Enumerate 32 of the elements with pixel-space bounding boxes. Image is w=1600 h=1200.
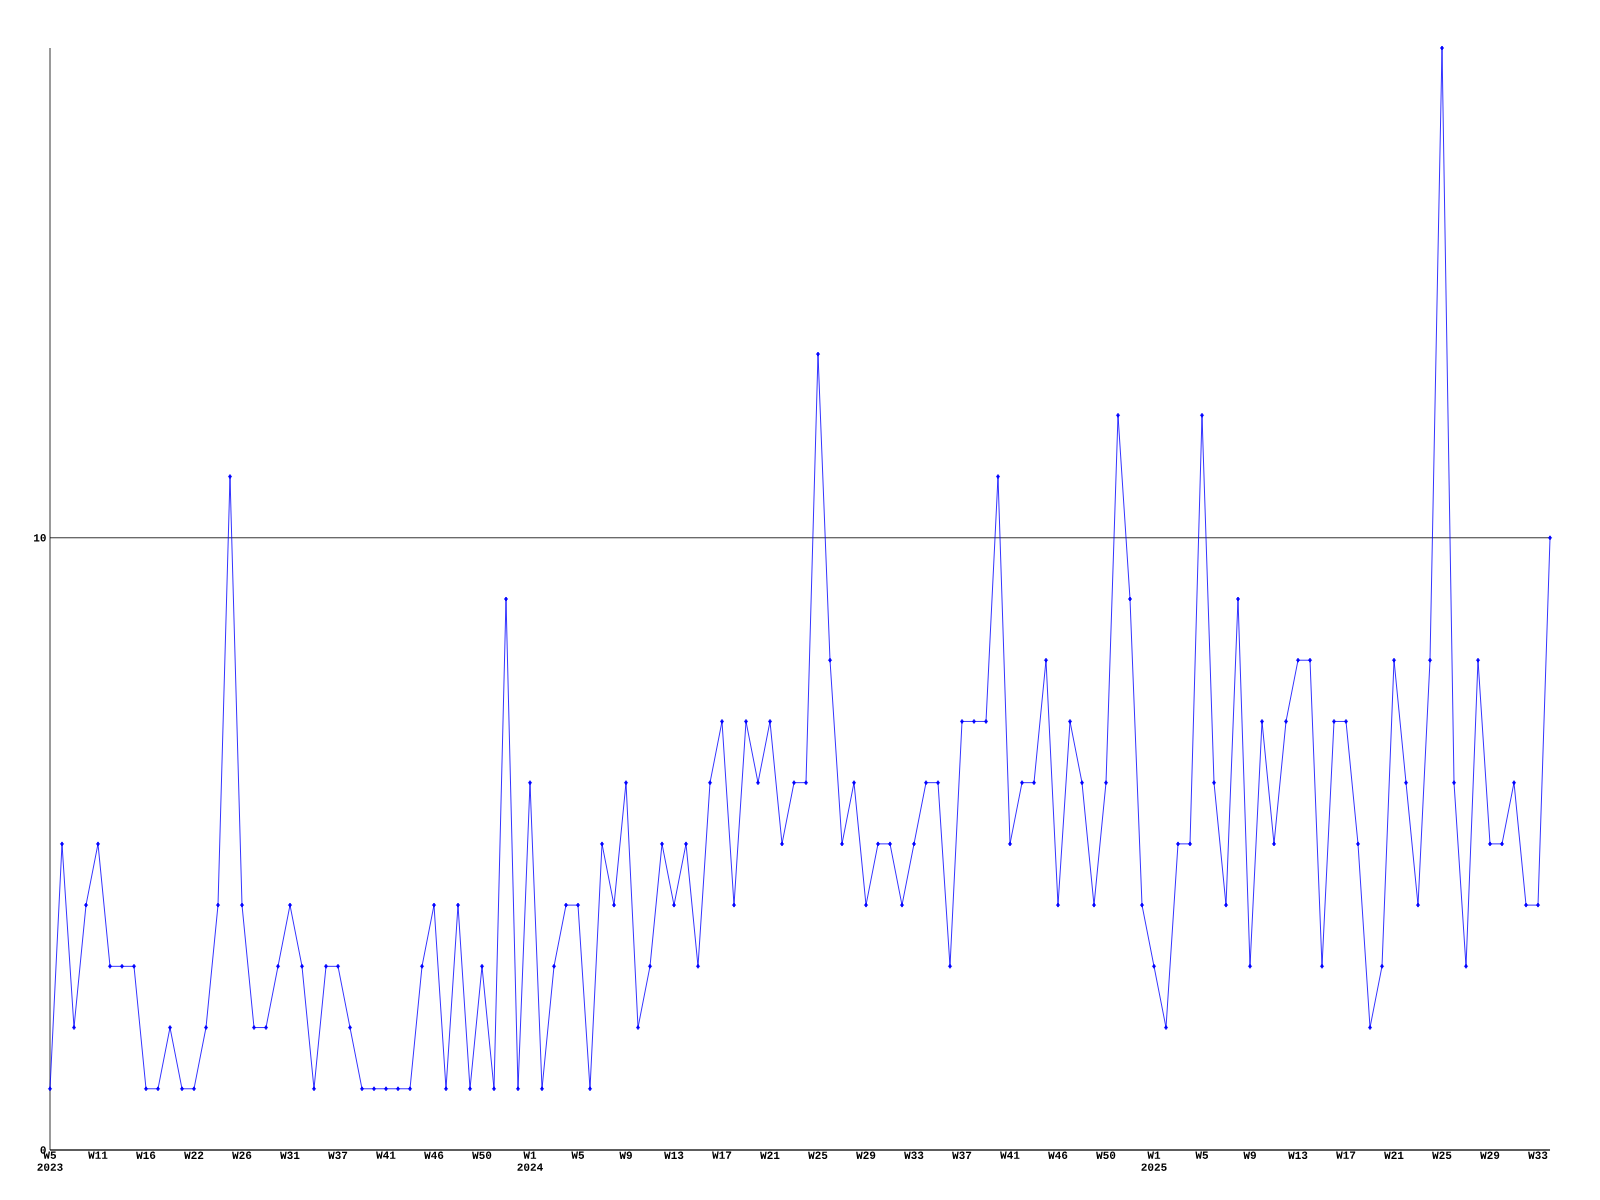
x-tick-label: W1 2024 xyxy=(517,1151,543,1171)
x-tick-label: W29 xyxy=(1480,1151,1500,1159)
x-tick-label: W33 xyxy=(1528,1151,1548,1160)
x-tick-label: W21 xyxy=(760,1151,780,1159)
x-tick-label: W9 xyxy=(619,1151,632,1159)
x-tick-label: W46 xyxy=(1048,1151,1068,1159)
x-tick-label: W29 xyxy=(856,1151,876,1159)
x-tick-label: W41 xyxy=(376,1151,396,1159)
x-tick-label: W11 xyxy=(88,1151,108,1159)
x-tick-label: W16 xyxy=(136,1151,156,1159)
x-tick-label: W25 xyxy=(1432,1151,1452,1159)
x-tick-label: W5 xyxy=(571,1151,585,1159)
x-tick-label: W25 xyxy=(808,1151,828,1159)
x-tick-label: W50 xyxy=(472,1151,492,1159)
x-tick-label: W17 xyxy=(1336,1151,1356,1159)
x-tick-label: W37 xyxy=(952,1151,972,1160)
x-tick-label: W50 xyxy=(1096,1151,1116,1159)
x-tick-label: W13 xyxy=(664,1151,684,1160)
x-tick-label: W46 xyxy=(424,1151,444,1159)
x-tick-label: W9 xyxy=(1243,1151,1256,1159)
x-tick-label: W1 2025 xyxy=(1141,1151,1167,1171)
x-tick-label: W41 xyxy=(1000,1151,1020,1159)
x-tick-label: W37 xyxy=(328,1151,348,1160)
x-tick-label: W13 xyxy=(1288,1151,1308,1160)
x-tick-label: W22 xyxy=(184,1151,204,1159)
x-tick-label: W33 xyxy=(904,1151,924,1160)
y-tick-label: 10 xyxy=(34,534,46,542)
x-tick-label: W31 xyxy=(280,1151,300,1160)
x-tick-label: W5 xyxy=(1195,1151,1209,1159)
x-tick-label: W21 xyxy=(1384,1151,1404,1159)
x-tick-label: W26 xyxy=(232,1151,252,1159)
x-tick-label: W17 xyxy=(712,1151,732,1159)
